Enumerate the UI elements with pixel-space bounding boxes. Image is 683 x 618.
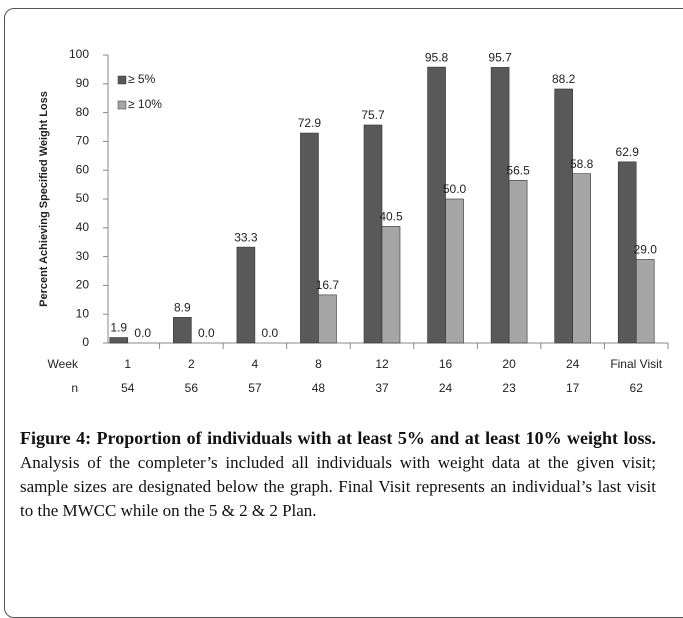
bar [508,179,528,344]
value-label: 16.7 [316,278,340,292]
value-label: 72.9 [298,116,322,130]
y-axis-label: Percent Achieving Specified Weight Loss [38,91,50,307]
y-tick-label: 20 [76,278,90,292]
y-tick-label: 100 [69,47,89,61]
value-label: 56.5 [506,163,530,177]
y-tick-label: 0 [82,335,89,349]
bar [363,124,383,344]
page: Percent Achieving Specified Weight Loss … [4,8,683,618]
category-axis-label: Week [48,357,79,371]
x-tick-label: 2 [188,357,195,371]
x-tick-label: 20 [502,357,516,371]
value-label: 95.8 [425,50,449,64]
value-label: 75.7 [361,108,385,122]
n-value: 24 [439,381,453,395]
value-label: 1.9 [110,321,127,335]
value-label: 0.0 [134,326,151,340]
x-tick-label: 8 [315,357,322,371]
caption-label: Figure 4: Proportion of individuals with… [20,428,656,448]
bar [318,294,337,344]
value-label: 88.2 [552,72,576,86]
n-value: 48 [312,381,326,395]
value-label: 58.8 [570,157,594,171]
value-label: 50.0 [443,182,467,196]
value-label: 62.9 [616,145,640,159]
n-value: 62 [630,381,644,395]
bar [617,161,637,344]
y-tick-label: 80 [76,105,90,119]
y-tick-label: 90 [76,76,90,90]
y-tick-label: 70 [76,134,90,148]
x-tick-label: 16 [439,357,453,371]
bar [236,246,256,344]
n-value: 23 [502,381,516,395]
value-label: 29.0 [634,243,658,257]
n-value: 57 [248,381,262,395]
value-label: 40.5 [379,210,403,224]
n-value: 54 [121,381,135,395]
bar [572,173,591,344]
value-label: 33.3 [234,230,258,244]
bar [445,198,464,344]
legend-swatch [117,75,127,85]
value-label: 0.0 [198,326,215,340]
bar [554,88,573,344]
n-value: 37 [375,381,389,395]
caption-text: Analysis of the completer’s included all… [20,453,656,520]
value-label: 0.0 [262,326,279,340]
y-tick-label: 60 [76,162,90,176]
x-tick-label: 12 [375,357,389,371]
bar [635,259,655,344]
bar [490,67,510,344]
x-tick-label: 1 [124,357,131,371]
bar [173,317,192,344]
bar [427,66,446,344]
value-label: 95.7 [488,51,512,65]
y-tick-label: 50 [76,191,90,205]
y-tick-label: 30 [76,249,90,263]
bar [381,226,401,344]
chart: Percent Achieving Specified Weight Loss … [38,47,669,395]
x-tick-label: 4 [252,357,259,371]
legend-label: ≥ 10% [128,97,162,111]
value-label: 8.9 [174,301,191,315]
y-tick-label: 10 [76,306,90,320]
bar [109,337,129,344]
n-value: 56 [185,381,199,395]
n-value: 17 [566,381,580,395]
legend-label: ≥ 5% [128,72,156,86]
bar [300,132,319,344]
x-tick-label: 24 [566,357,580,371]
caption: Figure 4: Proportion of individuals with… [20,426,656,523]
legend-swatch [117,100,127,110]
n-label: n [71,381,78,395]
y-tick-label: 40 [76,220,90,234]
x-tick-label: Final Visit [610,357,662,371]
